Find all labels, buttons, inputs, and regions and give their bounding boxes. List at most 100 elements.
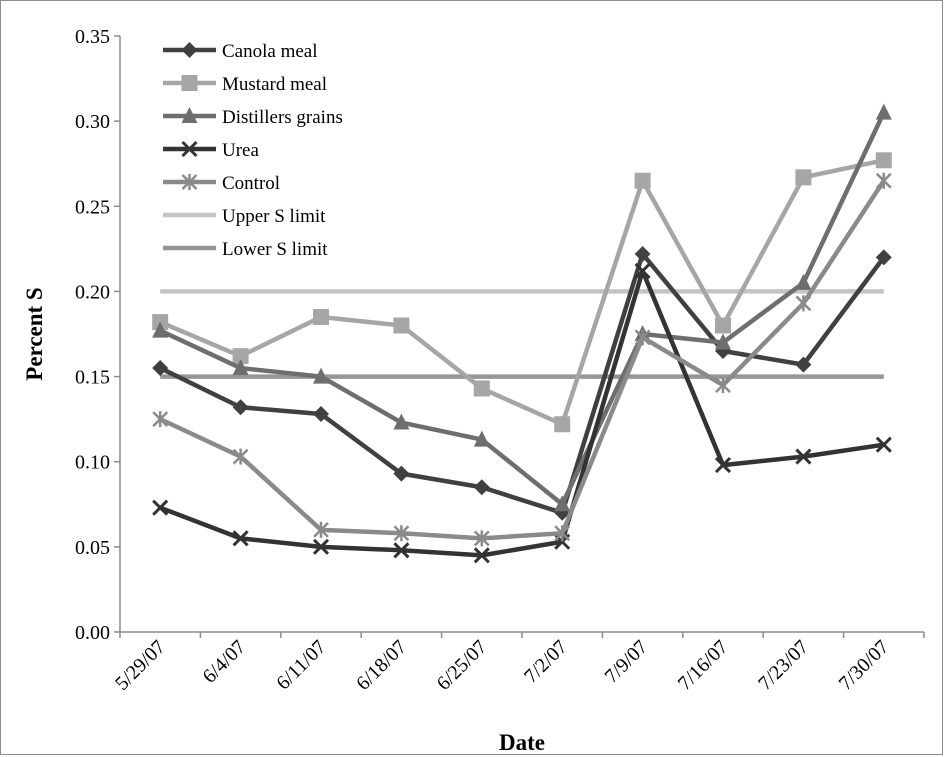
diamond-marker xyxy=(795,356,812,373)
x-tick-label: 7/2/07 xyxy=(520,636,572,688)
series-line xyxy=(159,268,885,558)
x-marker xyxy=(181,140,198,158)
square-marker xyxy=(473,380,490,397)
x-marker xyxy=(795,448,812,465)
star-marker xyxy=(232,448,249,465)
x-marker-stroke xyxy=(634,262,651,280)
legend-item: Urea xyxy=(163,140,259,161)
x-marker xyxy=(393,542,410,559)
series-control xyxy=(152,172,892,547)
x-marker-stroke xyxy=(312,538,330,555)
x-marker xyxy=(232,530,249,547)
legend-label: Urea xyxy=(222,140,259,161)
legend-item: Lower S limit xyxy=(163,239,328,260)
triangle-marker xyxy=(795,273,812,290)
x-tick-label: 7/16/07 xyxy=(674,636,733,695)
legend-item: Upper S limit xyxy=(163,206,326,227)
legend-label: Control xyxy=(222,173,280,194)
x-tick-label: 6/4/07 xyxy=(198,636,250,688)
square-marker xyxy=(795,169,812,186)
y-tick-label: 0.10 xyxy=(75,452,110,474)
legend-label: Mustard meal xyxy=(222,74,327,95)
x-marker-stroke xyxy=(232,530,249,547)
x-marker-stroke xyxy=(795,448,812,465)
square-marker xyxy=(634,172,651,189)
x-marker xyxy=(473,547,490,564)
square-marker xyxy=(232,348,249,365)
square-marker xyxy=(313,308,329,325)
x-marker-stroke xyxy=(473,547,490,564)
y-tick-label: 0.00 xyxy=(75,622,110,644)
x-marker-stroke xyxy=(393,542,410,559)
star-marker xyxy=(875,172,892,189)
triangle-marker xyxy=(554,495,571,512)
triangle-marker xyxy=(181,107,198,123)
star-marker xyxy=(393,525,410,542)
diamond-marker xyxy=(473,479,490,496)
series-urea xyxy=(152,262,892,564)
triangle-marker xyxy=(473,430,490,447)
series-line xyxy=(159,179,886,541)
triangle-marker xyxy=(875,103,892,120)
square-marker xyxy=(554,416,571,433)
series-canola-meal xyxy=(152,245,892,521)
legend-label: Distillers grains xyxy=(222,107,343,128)
diamond-marker xyxy=(313,406,329,423)
diamond-marker xyxy=(152,360,169,377)
x-marker-stroke xyxy=(875,436,892,453)
y-tick-label: 0.25 xyxy=(75,196,110,218)
y-tick-label: 0.30 xyxy=(75,111,110,133)
legend-label: Upper S limit xyxy=(222,206,326,227)
legend-label: Canola meal xyxy=(222,41,318,62)
x-tick-label: 7/30/07 xyxy=(835,636,894,695)
axes: 0.00 0.05 0.10 0.15 0.20 0.25 0.30 0.35 5/29/07 6… xyxy=(75,26,925,695)
series-line xyxy=(159,111,886,507)
y-tick-label: 0.35 xyxy=(75,26,110,48)
legend-item: Canola meal xyxy=(163,41,318,62)
y-tick-label: 0.05 xyxy=(75,537,110,559)
legend-label: Lower S limit xyxy=(222,239,328,260)
x-marker-stroke xyxy=(714,457,732,474)
star-marker xyxy=(152,411,169,428)
square-marker xyxy=(715,317,731,334)
x-marker xyxy=(714,457,732,474)
series-line xyxy=(159,158,885,427)
star-marker xyxy=(795,295,812,312)
diamond-marker xyxy=(232,399,249,416)
x-tick-label: 6/18/07 xyxy=(352,636,411,695)
star-marker xyxy=(554,525,571,542)
diamond-marker xyxy=(393,465,410,482)
x-tick-label: 6/11/07 xyxy=(272,636,330,694)
series-line xyxy=(159,251,886,516)
x-axis-title: Date xyxy=(499,730,545,755)
x-marker xyxy=(152,499,169,516)
x-marker-stroke xyxy=(181,140,198,158)
x-tick-label: 5/29/07 xyxy=(111,636,170,695)
star-marker xyxy=(473,530,490,547)
triangle-marker xyxy=(313,367,329,384)
square-marker xyxy=(875,152,892,169)
diamond-marker xyxy=(634,245,651,262)
x-tick-label: 6/25/07 xyxy=(433,636,492,695)
x-marker xyxy=(875,436,892,453)
series-distillers-grains xyxy=(152,103,892,512)
triangle-marker xyxy=(152,321,169,338)
triangle-marker xyxy=(715,333,731,350)
x-tick-label: 7/23/07 xyxy=(754,636,813,695)
series-layer xyxy=(152,103,892,564)
star-marker xyxy=(313,521,329,538)
legend: Canola meal Mustard meal Distillers grains… xyxy=(163,41,343,260)
square-marker xyxy=(393,317,410,334)
y-tick-label: 0.20 xyxy=(75,281,110,303)
series-mustard-meal xyxy=(152,152,892,433)
star-marker xyxy=(715,377,731,394)
x-marker-stroke xyxy=(152,499,169,516)
diamond-marker xyxy=(875,249,892,266)
legend-item: Distillers grains xyxy=(163,107,343,128)
y-axis-title: Percent S xyxy=(22,287,47,380)
x-marker xyxy=(312,538,330,555)
x-tick-label: 7/9/07 xyxy=(600,636,652,688)
star-marker xyxy=(634,329,651,346)
